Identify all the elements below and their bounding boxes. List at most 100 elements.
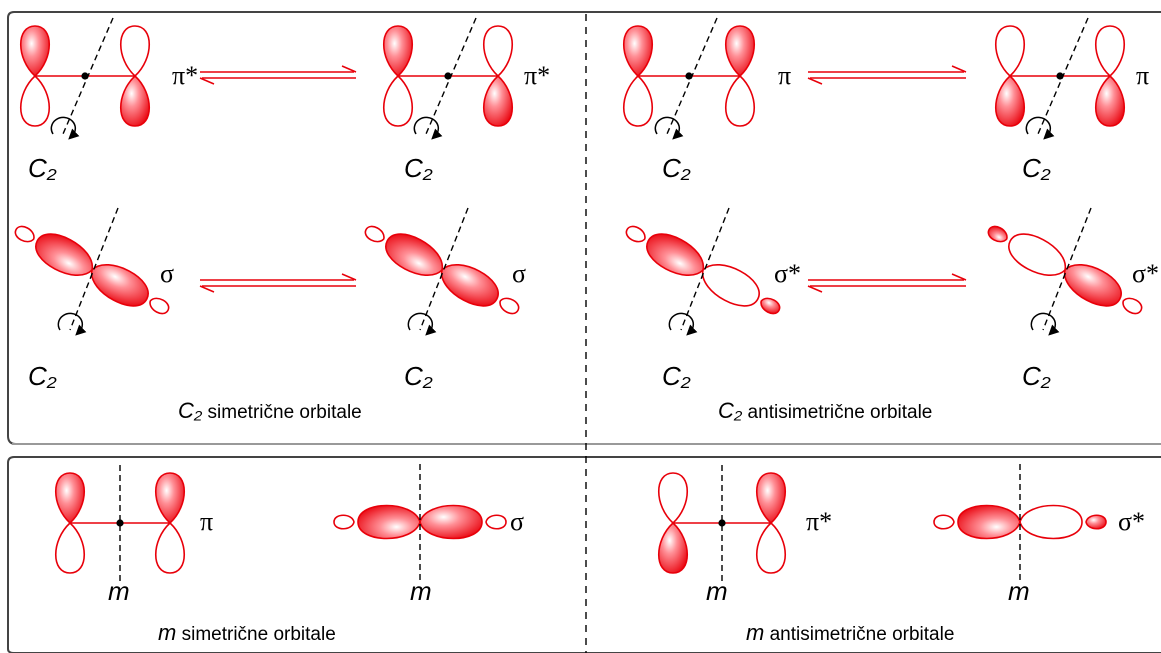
filled-sigma-lobe bbox=[441, 264, 499, 307]
filled-sigma-lobe bbox=[385, 233, 443, 276]
c2-rotation-axis bbox=[1042, 207, 1092, 331]
filled-sigma-lobe bbox=[357, 504, 421, 540]
filled-p-lobe bbox=[155, 472, 185, 525]
lower-right-caption: m antisimetrične orbitale bbox=[746, 620, 954, 645]
rotation-arrow bbox=[1025, 116, 1055, 140]
mirror-axis-label: m bbox=[410, 576, 432, 606]
c2-axis-label: C₂ bbox=[28, 361, 57, 391]
empty-p-lobe bbox=[658, 472, 688, 525]
filled-sigma-lobe bbox=[957, 504, 1021, 540]
filled-p-lobe bbox=[383, 25, 413, 78]
empty-sigma-lobe bbox=[333, 514, 355, 530]
empty-sigma-lobe bbox=[485, 514, 507, 530]
empty-sigma-lobe bbox=[364, 225, 385, 243]
empty-sigma-lobe bbox=[1122, 297, 1143, 315]
filled-p-lobe bbox=[623, 25, 653, 78]
empty-sigma-lobe bbox=[149, 297, 170, 315]
pi-star-label: π* bbox=[172, 61, 198, 90]
upper-right-caption: C₂ antisimetrične orbitale bbox=[718, 398, 932, 423]
rotation-arrow bbox=[668, 312, 698, 336]
pi-star-label: π* bbox=[806, 507, 832, 536]
empty-p-lobe bbox=[155, 521, 185, 574]
rotation-arrow bbox=[654, 116, 684, 140]
empty-p-lobe bbox=[383, 74, 413, 127]
bond-midpoint-dot bbox=[718, 519, 726, 527]
c2-axis-label: C₂ bbox=[662, 153, 691, 183]
c2-rotation-axis bbox=[69, 207, 119, 331]
filled-sigma-lobe bbox=[1064, 264, 1122, 307]
rotation-arrow bbox=[57, 312, 87, 336]
filled-sigma-lobe bbox=[1085, 514, 1107, 530]
empty-sigma-lobe bbox=[499, 297, 520, 315]
pi-label: π bbox=[1136, 61, 1149, 90]
pi-label: π bbox=[200, 507, 213, 536]
equilibrium-arrowhead bbox=[341, 273, 357, 281]
empty-sigma-lobe bbox=[1008, 233, 1066, 276]
filled-p-lobe bbox=[120, 74, 150, 127]
bond-midpoint-dot bbox=[116, 519, 124, 527]
c2-axis-label: C₂ bbox=[404, 153, 433, 183]
equilibrium-arrowhead bbox=[807, 285, 823, 293]
filled-p-lobe bbox=[995, 74, 1025, 127]
bond-midpoint-dot bbox=[444, 72, 452, 80]
equilibrium-arrowhead bbox=[951, 65, 967, 73]
equilibrium-arrowhead bbox=[199, 77, 215, 85]
c2-axis-label: C₂ bbox=[404, 361, 433, 391]
c2-rotation-axis bbox=[419, 207, 469, 331]
filled-p-lobe bbox=[1095, 74, 1125, 127]
rotation-arrow bbox=[1030, 312, 1060, 336]
pi-label: π bbox=[778, 61, 791, 90]
empty-p-lobe bbox=[995, 25, 1025, 78]
filled-p-lobe bbox=[483, 74, 513, 127]
equilibrium-arrowhead bbox=[807, 77, 823, 85]
empty-sigma-lobe bbox=[702, 264, 760, 307]
mirror-axis-label: m bbox=[1008, 576, 1030, 606]
empty-sigma-lobe bbox=[933, 514, 955, 530]
mirror-axis-label: m bbox=[706, 576, 728, 606]
pi-star-label: π* bbox=[524, 61, 550, 90]
c2-axis-label: C₂ bbox=[1022, 153, 1051, 183]
empty-p-lobe bbox=[725, 74, 755, 127]
equilibrium-arrowhead bbox=[199, 285, 215, 293]
lower-left-caption: m simetrične orbitale bbox=[158, 620, 336, 645]
empty-p-lobe bbox=[483, 25, 513, 78]
rotation-arrow bbox=[413, 116, 443, 140]
c2-axis-label: C₂ bbox=[28, 153, 57, 183]
c2-axis-label: C₂ bbox=[662, 361, 691, 391]
empty-p-lobe bbox=[20, 74, 50, 127]
bond-midpoint-dot bbox=[685, 72, 693, 80]
rotation-arrow bbox=[407, 312, 437, 336]
mirror-axis-label: m bbox=[108, 576, 130, 606]
empty-sigma-lobe bbox=[14, 225, 35, 243]
filled-p-lobe bbox=[20, 25, 50, 78]
c2-rotation-axis bbox=[680, 207, 730, 331]
filled-sigma-lobe bbox=[987, 225, 1008, 243]
filled-sigma-lobe bbox=[35, 233, 93, 276]
filled-sigma-lobe bbox=[760, 297, 781, 315]
filled-p-lobe bbox=[756, 472, 786, 525]
empty-p-lobe bbox=[756, 521, 786, 574]
orbital-drawings bbox=[14, 17, 1143, 581]
filled-sigma-lobe bbox=[91, 264, 149, 307]
equilibrium-arrowhead bbox=[951, 273, 967, 281]
empty-sigma-lobe bbox=[625, 225, 646, 243]
empty-sigma-lobe bbox=[1019, 504, 1083, 540]
bond-midpoint-dot bbox=[1056, 72, 1064, 80]
empty-p-lobe bbox=[55, 521, 85, 574]
filled-sigma-lobe bbox=[419, 504, 483, 540]
empty-p-lobe bbox=[120, 25, 150, 78]
sigma-star-label: σ* bbox=[774, 259, 801, 288]
empty-p-lobe bbox=[623, 74, 653, 127]
sigma-star-label: σ* bbox=[1132, 259, 1159, 288]
sigma-label: σ bbox=[510, 507, 524, 536]
filled-p-lobe bbox=[658, 521, 688, 574]
c2-axis-label: C₂ bbox=[1022, 361, 1051, 391]
upper-left-caption: C₂ simetrične orbitale bbox=[178, 398, 362, 423]
filled-p-lobe bbox=[725, 25, 755, 78]
rotation-arrow bbox=[50, 116, 80, 140]
filled-sigma-lobe bbox=[646, 233, 704, 276]
equilibrium-arrowhead bbox=[341, 65, 357, 73]
empty-p-lobe bbox=[1095, 25, 1125, 78]
sigma-label: σ bbox=[512, 259, 526, 288]
